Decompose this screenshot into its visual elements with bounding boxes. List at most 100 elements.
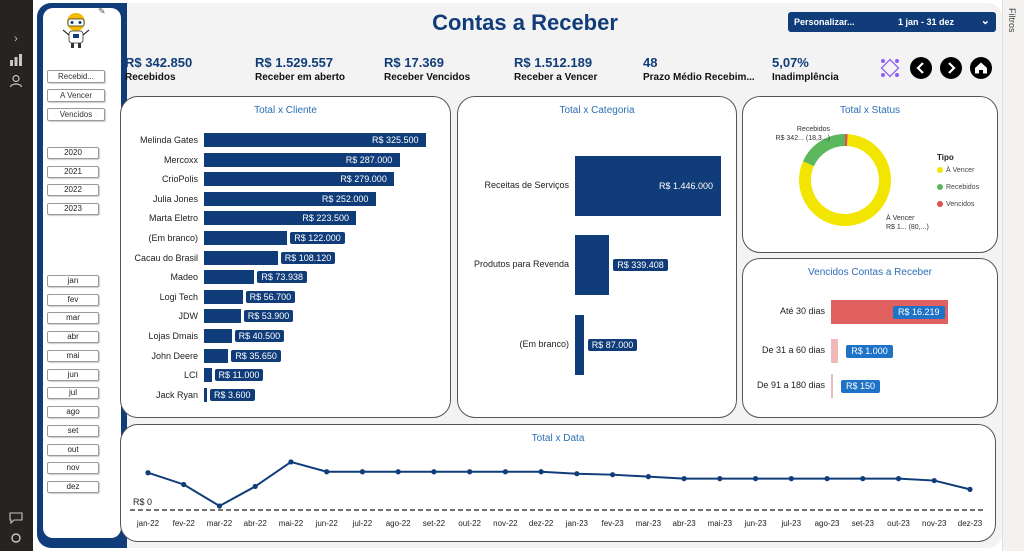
legend-item-recebidos[interactable]: Recebidos	[937, 184, 979, 191]
user-icon[interactable]	[7, 74, 25, 92]
bar-chart-icon[interactable]	[7, 54, 25, 72]
bar-category-label: Lojas Dmais	[148, 331, 198, 341]
bar[interactable]	[204, 368, 212, 383]
bar-data-label: R$ 150	[841, 380, 881, 393]
bar[interactable]	[204, 250, 278, 265]
chat-icon[interactable]	[7, 512, 25, 530]
status-button-vencidos[interactable]: Vencidos	[47, 108, 105, 121]
bar[interactable]	[575, 235, 610, 295]
bar[interactable]	[575, 315, 584, 375]
expand-icon[interactable]: ›	[14, 33, 18, 45]
line-point[interactable]	[181, 481, 187, 488]
line-point[interactable]	[359, 469, 366, 475]
kpi-value: R$ 1.512.189	[514, 55, 593, 70]
annotation-value: R$ 342... (18,3...)	[775, 135, 830, 142]
donut-slice[interactable]	[803, 134, 846, 167]
line-point[interactable]	[467, 469, 473, 475]
donut-annotation-recebidos: Recebidos R$ 342... (18,3...)	[760, 125, 830, 143]
donut-slice[interactable]	[799, 134, 891, 226]
legend-item-a-vencer[interactable]: À Vencer	[937, 167, 974, 174]
next-page-icon[interactable]	[940, 57, 962, 79]
month-button-jan[interactable]: jan	[47, 275, 99, 287]
x-tick-label: jul-23	[781, 519, 802, 528]
month-button-abr[interactable]: abr	[47, 331, 99, 343]
month-button-jul[interactable]: jul	[47, 387, 99, 399]
bar-category-label: De 91 a 180 dias	[756, 380, 825, 390]
donut-annotation-a-vencer: À Vencer R$ 1... (80,...)	[886, 214, 929, 232]
filter-funnel-icon[interactable]	[52, 520, 66, 534]
legend-item-vencidos[interactable]: Vencidos	[937, 201, 974, 208]
eraser-icon[interactable]: ✎	[98, 6, 106, 16]
network-icon[interactable]	[880, 58, 900, 78]
line-point[interactable]	[252, 483, 258, 490]
line-point[interactable]	[788, 476, 794, 482]
line-point[interactable]	[610, 472, 616, 478]
month-button-fev[interactable]: fev	[47, 294, 99, 306]
month-button-dez[interactable]: dez	[47, 481, 99, 493]
settings-icon[interactable]	[7, 532, 25, 550]
line-point[interactable]	[645, 474, 651, 480]
bar-category-label: JDW	[178, 311, 199, 322]
x-tick-label: mar-22	[206, 519, 233, 528]
line-point[interactable]	[824, 476, 830, 482]
year-button-2022[interactable]: 2022	[47, 184, 99, 196]
line-point[interactable]	[288, 459, 294, 465]
bar-data-label: R$ 35.650	[231, 349, 281, 362]
line-point[interactable]	[931, 477, 937, 484]
bar[interactable]	[204, 289, 243, 304]
x-tick-label: set-22	[422, 519, 446, 528]
date-range-slicer[interactable]: Personalizar... 1 jan - 31 dez ⌄	[788, 12, 996, 32]
line-point[interactable]	[752, 476, 759, 482]
bar-data-label: R$ 1.446.000	[655, 180, 718, 192]
line-point[interactable]	[431, 469, 437, 475]
month-button-ago[interactable]: ago	[47, 406, 99, 418]
line-point[interactable]	[216, 503, 223, 509]
bar[interactable]	[204, 387, 207, 402]
status-button-recebidos[interactable]: Recebid...	[47, 70, 105, 83]
line-point[interactable]	[574, 471, 580, 477]
line-point[interactable]	[538, 469, 544, 475]
legend-dot	[937, 201, 943, 208]
filters-pane-label[interactable]: Filtros	[1007, 8, 1017, 33]
home-icon[interactable]	[970, 57, 992, 79]
line-point[interactable]	[717, 476, 723, 482]
year-button-2021[interactable]: 2021	[47, 166, 99, 178]
x-tick-label: ago-22	[385, 519, 411, 528]
line-point[interactable]	[967, 486, 973, 492]
x-tick-label: dez-22	[528, 519, 554, 528]
month-button-out[interactable]: out	[47, 444, 99, 456]
bar[interactable]	[204, 348, 229, 363]
line-point[interactable]	[502, 469, 508, 475]
bar[interactable]	[204, 270, 255, 285]
line-point[interactable]	[860, 476, 866, 482]
bar[interactable]	[831, 374, 833, 398]
annotation-category: À Vencer	[886, 215, 915, 222]
month-button-jun[interactable]: jun	[47, 369, 99, 381]
bar-category-label: LCI	[183, 370, 198, 381]
line-point[interactable]	[681, 476, 687, 482]
month-button-mar[interactable]: mar	[47, 312, 99, 324]
bar[interactable]	[204, 309, 241, 324]
status-button-a-vencer[interactable]: A Vencer	[47, 89, 105, 102]
bar[interactable]	[831, 339, 839, 363]
page-title: Contas a Receber	[432, 10, 618, 35]
year-button-2023[interactable]: 2023	[47, 203, 99, 215]
filters-pane-collapsed[interactable]: Filtros	[1002, 0, 1024, 551]
line-point[interactable]	[324, 469, 330, 475]
line-point[interactable]	[145, 470, 151, 476]
line-point[interactable]	[895, 476, 902, 482]
bar[interactable]	[204, 329, 232, 343]
month-button-mai[interactable]: mai	[47, 350, 99, 362]
previous-page-icon[interactable]	[910, 57, 932, 79]
month-button-nov[interactable]: nov	[47, 462, 99, 474]
chevron-down-icon[interactable]: ⌄	[980, 15, 990, 27]
kpi-receber-em-aberto: R$ 1.529.557 Receber em aberto	[255, 55, 345, 83]
slicer-range-label: 1 jan - 31 dez	[898, 17, 955, 27]
chart-title: Vencidos Contas a Receber	[808, 267, 932, 278]
bar-data-label: R$ 16.219	[893, 306, 945, 319]
bar[interactable]	[204, 231, 288, 245]
line-point[interactable]	[395, 469, 401, 475]
kpi-label: Receber em aberto	[255, 72, 346, 83]
month-button-set[interactable]: set	[47, 425, 99, 437]
year-button-2020[interactable]: 2020	[47, 147, 99, 159]
